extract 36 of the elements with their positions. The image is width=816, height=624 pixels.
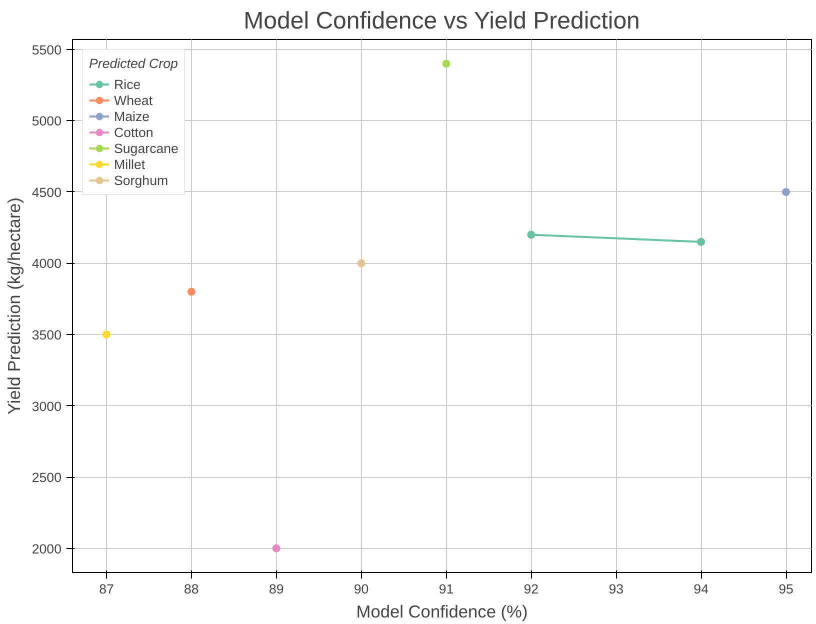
point [102,330,110,338]
y-tick-label: 4500 [32,184,62,200]
point [357,259,366,268]
x-axis-title: Model Confidence (%) [356,602,528,622]
point [187,288,196,296]
legend-label: Maize [114,108,150,124]
point [442,60,450,68]
x-tick-label: 95 [778,582,794,596]
y-tick-label: 5500 [32,42,62,58]
point [272,544,280,552]
x-tick-label: 92 [524,582,539,596]
y-tick-label: 2500 [32,470,62,486]
y-tick-label: 3500 [32,328,62,343]
y-tick-label: 3000 [32,398,62,414]
x-tick-label: 90 [354,582,369,596]
y-tick-label: 4000 [32,256,62,272]
x-tick-label: 87 [99,582,114,596]
x-tick-label: 91 [438,582,454,596]
legend-label: Wheat [114,92,153,108]
point [782,188,790,196]
x-tick-label: 94 [694,582,710,596]
chart-title: Model Confidence vs Yield Prediction [244,8,640,34]
legend-label: Cotton [114,124,154,140]
y-tick-label: 2000 [32,541,62,556]
legend-label: Sugarcane [114,140,178,156]
y-tick-label: 5000 [32,114,62,129]
legend-label: Millet [114,156,146,172]
x-tick-label: 93 [608,582,624,596]
legend-label: Sorghum [114,172,168,188]
legend-title: Predicted Crop [89,56,178,71]
legend-label: Rice [114,76,141,92]
point [697,238,706,246]
x-tick-label: 88 [184,582,199,596]
y-axis-title: Yield Prediction (kg/hectare) [4,197,24,415]
point [527,230,536,239]
x-tick-label: 89 [268,582,284,596]
